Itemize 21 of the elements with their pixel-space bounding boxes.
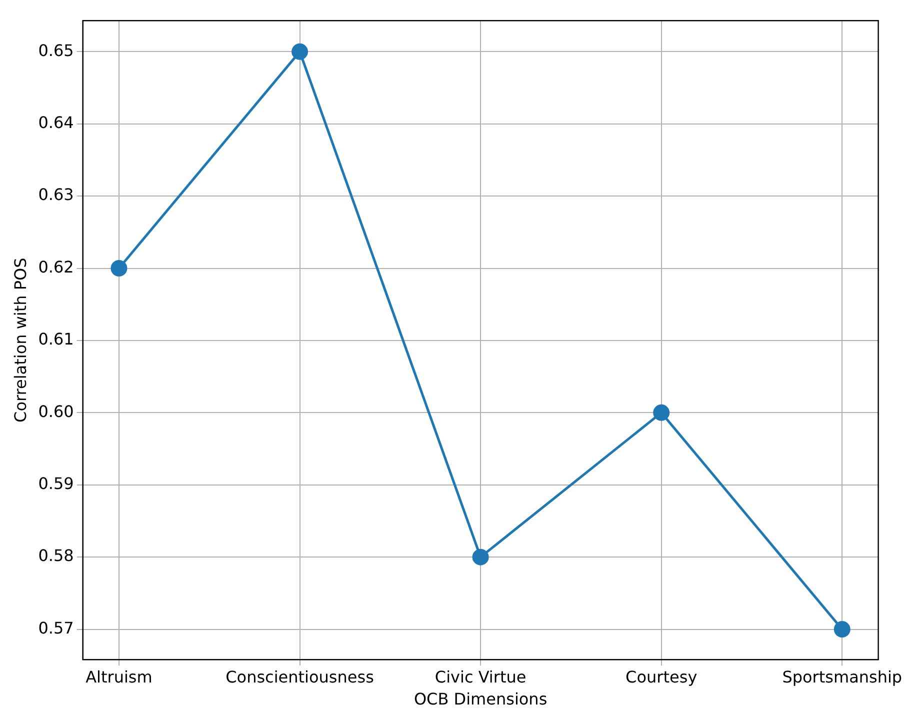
x-tick-label: Civic Virtue — [434, 667, 526, 686]
point — [292, 43, 308, 60]
y-tick-label: 0.63 — [38, 185, 74, 204]
x-tick-label: Sportsmanship — [782, 667, 902, 686]
y-tick-label: 0.64 — [38, 113, 74, 132]
y-axis-title: Correlation with POS — [10, 258, 30, 422]
y-tick-label: 0.61 — [38, 330, 74, 349]
point — [472, 548, 489, 566]
point — [110, 260, 128, 277]
y-tick-label: 0.58 — [38, 546, 74, 566]
y-tick-label: 0.62 — [38, 257, 74, 276]
x-axis-title: OCB Dimensions — [414, 690, 548, 709]
y-tick-label: 0.65 — [38, 40, 74, 60]
y-tick-label: 0.57 — [38, 618, 74, 638]
y-tick-label: 0.60 — [38, 402, 74, 421]
point — [834, 621, 850, 638]
x-tick-label: Altruism — [86, 667, 152, 686]
x-tick-label: Conscientiousness — [226, 667, 374, 686]
y-tick-label: 0.59 — [38, 474, 74, 494]
point — [653, 404, 670, 421]
x-tick-label: Courtesy — [626, 667, 698, 686]
